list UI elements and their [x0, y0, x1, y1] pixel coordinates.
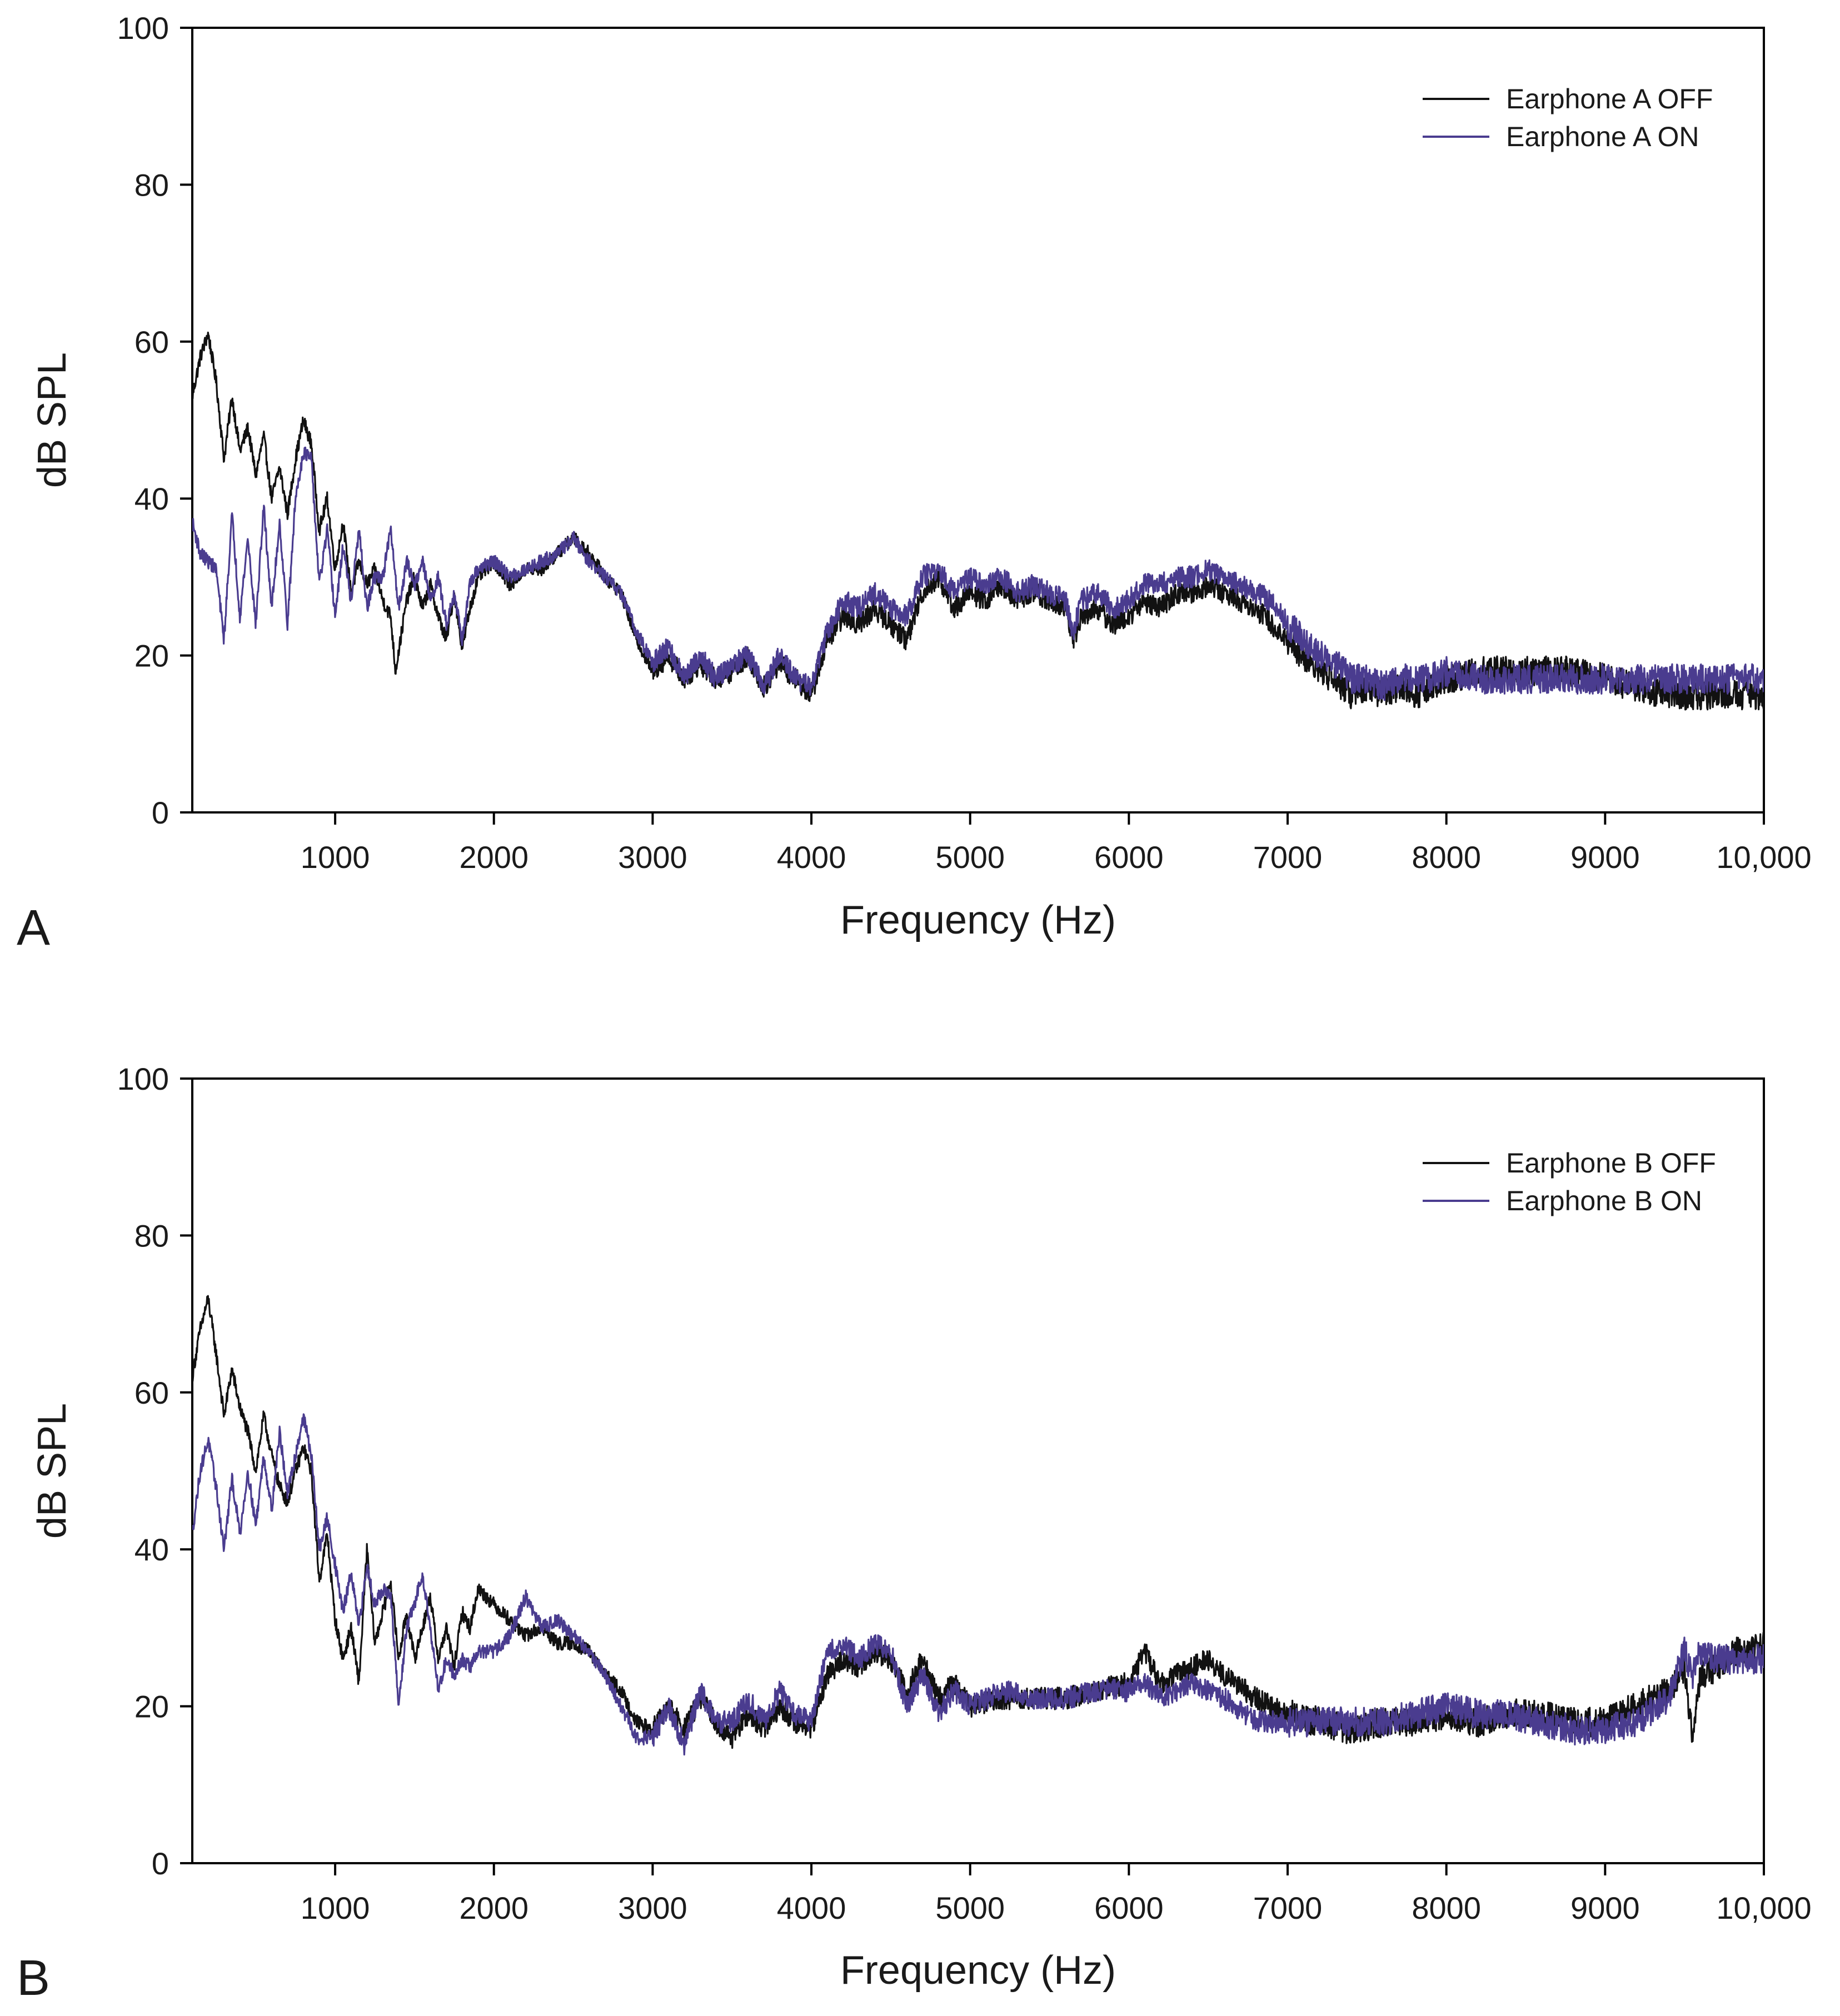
- legend-label-on: Earphone A ON: [1506, 121, 1699, 152]
- y-tick-label: 60: [134, 1375, 169, 1410]
- series-line-off: [192, 1295, 1764, 1749]
- x-tick-label: 3000: [618, 840, 687, 875]
- y-tick-label: 80: [134, 1218, 169, 1253]
- x-tick-label: 6000: [1094, 840, 1164, 875]
- x-tick-label: 7000: [1253, 1890, 1323, 1925]
- y-tick-label: 60: [134, 325, 169, 360]
- y-tick-label: 80: [134, 167, 169, 202]
- x-tick-label: 5000: [935, 1890, 1005, 1925]
- panel-b: 0 20 40 60 80 100 1000 2000 3000 4000 5000 6000 7000…: [17, 1061, 1812, 2006]
- legend-label-off: Earphone B OFF: [1506, 1147, 1716, 1179]
- y-axis-title: dB SPL: [30, 1403, 74, 1539]
- series-line-on: [192, 1413, 1764, 1756]
- y-tick-label: 40: [134, 481, 169, 516]
- x-tick-label: 4000: [777, 840, 846, 875]
- x-tick-label: 6000: [1094, 1890, 1164, 1925]
- y-tick-label: 100: [117, 11, 169, 46]
- plot-frame: [191, 27, 1765, 814]
- panel-label: B: [17, 1950, 50, 2006]
- x-tick-label: 1000: [301, 1890, 370, 1925]
- x-tick-label: 1000: [301, 840, 370, 875]
- x-tick-label: 3000: [618, 1890, 687, 1925]
- x-axis-title: Frequency (Hz): [840, 898, 1116, 942]
- panel-a: 0 20 40 60 80 100 1000 2000 3000 4000 5000 6000 7000…: [17, 11, 1812, 956]
- plot-frame: [191, 1077, 1765, 1864]
- y-tick-label: 100: [117, 1061, 169, 1096]
- x-tick-label: 10,000: [1716, 840, 1811, 875]
- x-tick-label: 8000: [1412, 840, 1481, 875]
- panel-label: A: [17, 900, 50, 956]
- x-tick-label: 4000: [777, 1890, 846, 1925]
- x-tick-label: 9000: [1570, 840, 1640, 875]
- y-tick-label: 20: [134, 1689, 169, 1724]
- x-tick-label: 8000: [1412, 1890, 1481, 1925]
- x-axis-title: Frequency (Hz): [840, 1948, 1116, 1993]
- series-line-on: [192, 446, 1764, 701]
- y-tick-label: 0: [152, 1846, 169, 1881]
- x-tick-label: 2000: [459, 840, 528, 875]
- x-tick-label: 7000: [1253, 840, 1323, 875]
- y-tick-label: 40: [134, 1532, 169, 1567]
- x-tick-label: 5000: [935, 840, 1005, 875]
- legend-label-on: Earphone B ON: [1506, 1185, 1702, 1216]
- x-tick-label: 10,000: [1716, 1890, 1811, 1925]
- series-line-off: [192, 331, 1764, 711]
- y-tick-label: 0: [152, 795, 169, 830]
- y-tick-label: 20: [134, 638, 169, 673]
- legend-label-off: Earphone A OFF: [1506, 83, 1713, 114]
- x-tick-label: 2000: [459, 1890, 528, 1925]
- x-tick-label: 9000: [1570, 1890, 1640, 1925]
- y-axis-title: dB SPL: [30, 352, 74, 488]
